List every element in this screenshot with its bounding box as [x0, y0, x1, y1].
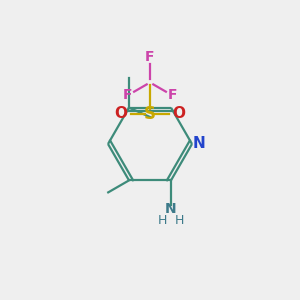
Text: N: N: [193, 136, 206, 152]
Text: F: F: [145, 50, 155, 64]
Text: F: F: [167, 88, 177, 102]
Text: O: O: [114, 106, 128, 122]
Text: N: N: [165, 202, 177, 216]
Text: O: O: [172, 106, 186, 122]
Text: H: H: [158, 214, 167, 227]
Text: H: H: [175, 214, 184, 227]
Text: S: S: [144, 105, 156, 123]
Text: F: F: [123, 88, 133, 102]
